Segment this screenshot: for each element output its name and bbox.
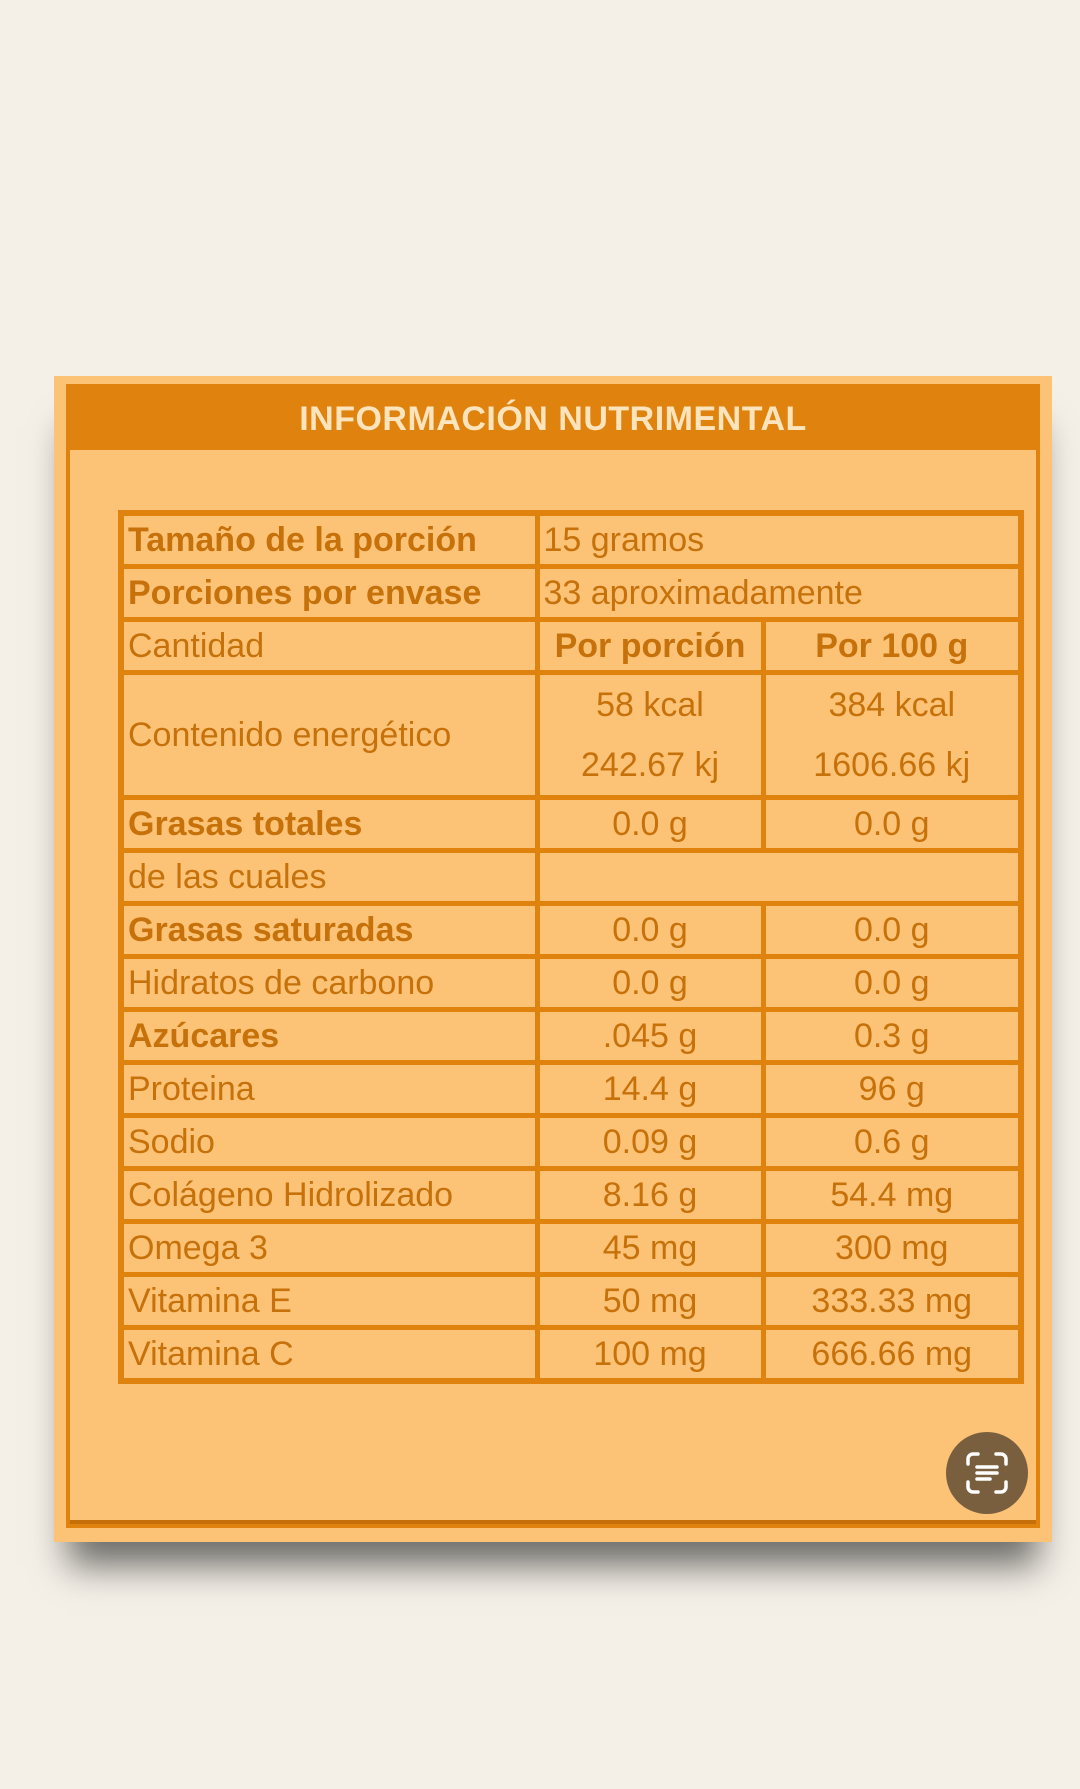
text-scan-icon — [966, 1452, 1008, 1494]
table-row: Colágeno Hidrolizado 8.16 g 54.4 mg — [118, 1166, 1024, 1224]
nutrient-per-100g: 333.33 mg — [760, 1272, 1024, 1330]
nutrient-label: Grasas saturadas — [118, 901, 540, 959]
table-row: de las cuales — [118, 848, 1024, 906]
nutrient-label: Grasas totales — [118, 795, 540, 853]
nutrient-label: Azúcares — [118, 1007, 540, 1065]
energy-row: Contenido energético 58 kcal 242.67 kj 3… — [118, 670, 1024, 800]
nutrient-per-serving: 0.0 g — [534, 954, 766, 1012]
servings-per-container-label: Porciones por envase — [118, 564, 540, 622]
table-row: Azúcares .045 g 0.3 g — [118, 1007, 1024, 1065]
table-row: Omega 3 45 mg 300 mg — [118, 1219, 1024, 1277]
nutrient-per-100g: 0.6 g — [760, 1113, 1024, 1171]
nutrient-per-100g: 0.0 g — [760, 901, 1024, 959]
nutrient-label: de las cuales — [118, 848, 540, 906]
serving-size-label: Tamaño de la porción — [118, 510, 540, 569]
nutrient-per-serving: 8.16 g — [534, 1166, 766, 1224]
nutrient-per-serving: 14.4 g — [534, 1060, 766, 1118]
nutrient-label: Sodio — [118, 1113, 540, 1171]
label-frame: INFORMACIÓN NUTRIMENTAL Tamaño de la por… — [66, 384, 1040, 1528]
table-row: Proteina 14.4 g 96 g — [118, 1060, 1024, 1118]
nutrient-per-100g: 96 g — [760, 1060, 1024, 1118]
table-row: Vitamina E 50 mg 333.33 mg — [118, 1272, 1024, 1330]
energy-per-serving-kj: 242.67 kj — [581, 746, 719, 784]
table-row: Grasas totales 0.0 g 0.0 g — [118, 795, 1024, 853]
text-scan-button[interactable] — [946, 1432, 1028, 1514]
nutrition-table: Tamaño de la porción 15 gramos Porciones… — [118, 510, 1025, 1384]
per-100g-header: Por 100 g — [760, 617, 1024, 675]
table-row: Vitamina C 100 mg 666.66 mg — [118, 1325, 1024, 1384]
nutrient-per-serving: 45 mg — [534, 1219, 766, 1277]
amount-header: Cantidad — [118, 617, 540, 675]
table-row: Grasas saturadas 0.0 g 0.0 g — [118, 901, 1024, 959]
servings-per-container-row: Porciones por envase 33 aproximadamente — [118, 564, 1024, 622]
nutrient-per-100g: 0.0 g — [760, 954, 1024, 1012]
energy-per-100g-kj: 1606.66 kj — [813, 746, 971, 784]
servings-per-container-value: 33 aproximadamente — [534, 564, 1024, 622]
table-row: Sodio 0.09 g 0.6 g — [118, 1113, 1024, 1171]
nutrient-per-100g: 300 mg — [760, 1219, 1024, 1277]
nutrient-per-100g: 0.3 g — [760, 1007, 1024, 1065]
nutrient-empty-cell — [534, 848, 1024, 906]
column-header-row: Cantidad Por porción Por 100 g — [118, 617, 1024, 675]
nutrient-per-serving: .045 g — [534, 1007, 766, 1065]
nutrient-per-100g: 666.66 mg — [760, 1325, 1024, 1384]
bottom-divider — [70, 1520, 1036, 1524]
nutrient-label: Proteina — [118, 1060, 540, 1118]
nutrient-label: Vitamina E — [118, 1272, 540, 1330]
nutrient-per-100g: 54.4 mg — [760, 1166, 1024, 1224]
energy-per-serving: 58 kcal 242.67 kj — [534, 670, 766, 800]
nutrition-label: INFORMACIÓN NUTRIMENTAL Tamaño de la por… — [54, 376, 1052, 1542]
nutrient-label: Hidratos de carbono — [118, 954, 540, 1012]
serving-size-value: 15 gramos — [534, 510, 1024, 569]
energy-per-serving-kcal: 58 kcal — [596, 686, 704, 724]
nutrient-label: Colágeno Hidrolizado — [118, 1166, 540, 1224]
per-serving-header: Por porción — [534, 617, 766, 675]
nutrient-label: Vitamina C — [118, 1325, 540, 1384]
nutrient-per-serving: 0.0 g — [534, 901, 766, 959]
nutrient-per-100g: 0.0 g — [760, 795, 1024, 853]
label-title: INFORMACIÓN NUTRIMENTAL — [70, 388, 1036, 450]
table-row: Hidratos de carbono 0.0 g 0.0 g — [118, 954, 1024, 1012]
nutrient-per-serving: 0.0 g — [534, 795, 766, 853]
energy-per-100g: 384 kcal 1606.66 kj — [760, 670, 1024, 800]
nutrient-per-serving: 100 mg — [534, 1325, 766, 1384]
nutrient-per-serving: 50 mg — [534, 1272, 766, 1330]
serving-size-row: Tamaño de la porción 15 gramos — [118, 510, 1024, 569]
nutrient-label: Omega 3 — [118, 1219, 540, 1277]
nutrient-per-serving: 0.09 g — [534, 1113, 766, 1171]
energy-label: Contenido energético — [118, 670, 540, 800]
energy-per-100g-kcal: 384 kcal — [828, 686, 956, 724]
